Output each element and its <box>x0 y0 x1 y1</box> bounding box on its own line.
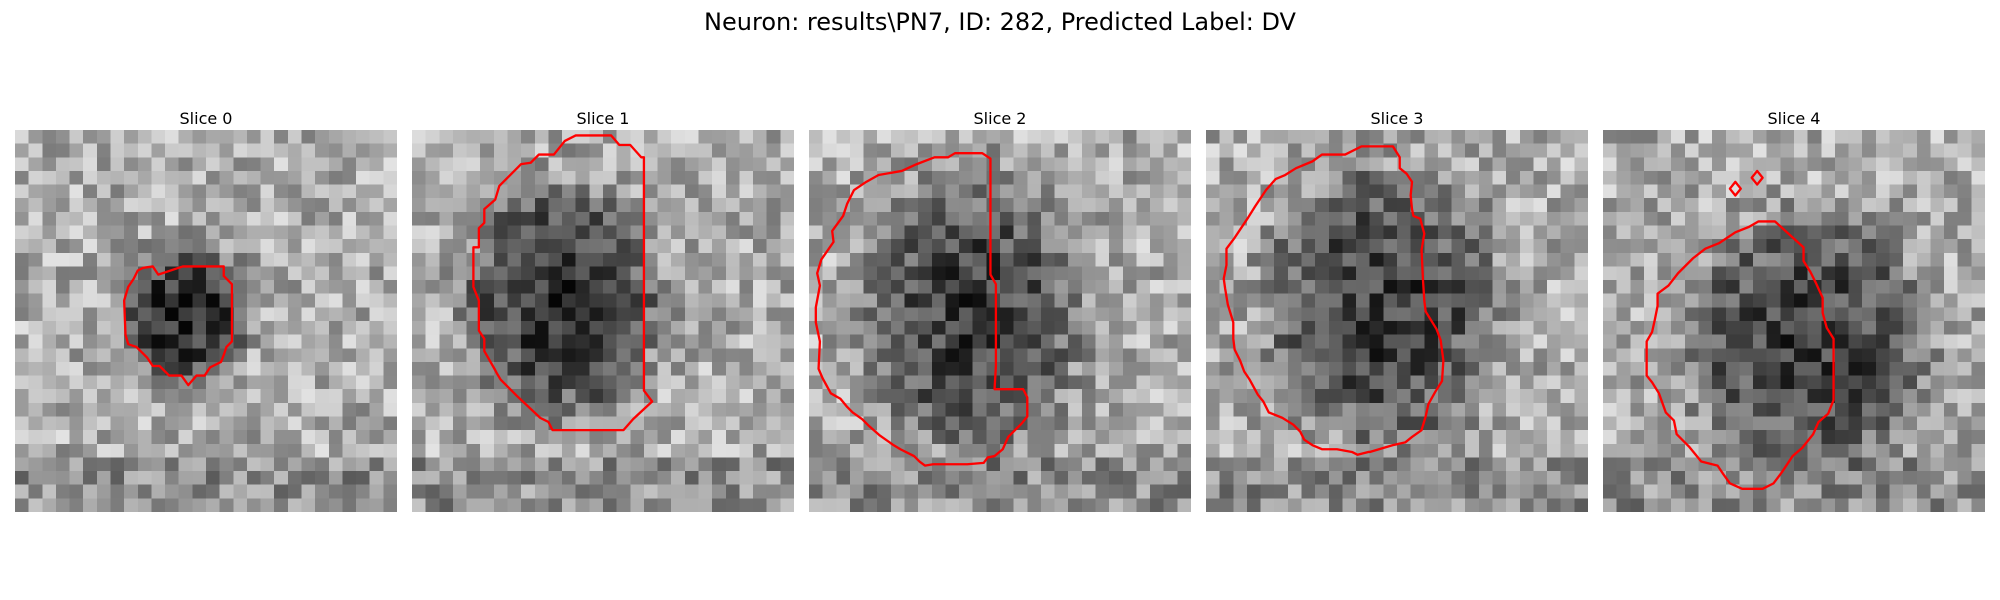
slice-title: Slice 4 <box>1767 109 1821 128</box>
slice-title: Slice 2 <box>973 109 1027 128</box>
slice-panel-4: Slice 4 <box>1603 108 1985 512</box>
slice-title: Slice 3 <box>1370 109 1424 128</box>
slice-title: Slice 1 <box>576 109 630 128</box>
pixel-grid <box>1206 130 1588 512</box>
slice-image <box>809 130 1191 512</box>
slice-image <box>412 130 794 512</box>
micrograph-svg <box>412 130 794 512</box>
segmentation-contour <box>1222 145 1445 456</box>
slice-image <box>15 130 397 512</box>
micrograph-svg <box>1206 130 1588 512</box>
pixel-grid <box>1603 130 1985 512</box>
micrograph-svg <box>809 130 1191 512</box>
micrograph-svg <box>15 130 397 512</box>
segmentation-contour <box>814 152 1029 467</box>
figure-title: Neuron: results\PN7, ID: 282, Predicted … <box>704 8 1296 36</box>
slice-panel-3: Slice 3 <box>1206 108 1588 512</box>
segmentation-contour <box>472 134 654 432</box>
slice-panel-0: Slice 0 <box>15 108 397 512</box>
slice-image <box>1603 130 1985 512</box>
pixel-grid <box>809 130 1191 512</box>
segmentation-contour <box>1645 220 1835 490</box>
segmentation-contour <box>122 265 234 387</box>
slice-title: Slice 0 <box>179 109 233 128</box>
slice-panel-1: Slice 1 <box>412 108 794 512</box>
micrograph-svg <box>1603 130 1985 512</box>
pixel-grid <box>412 130 794 512</box>
segmentation-contour <box>1728 180 1742 197</box>
slice-panel-2: Slice 2 <box>809 108 1191 512</box>
segmentation-contour <box>1750 169 1764 186</box>
slice-image <box>1206 130 1588 512</box>
pixel-grid <box>15 130 397 512</box>
